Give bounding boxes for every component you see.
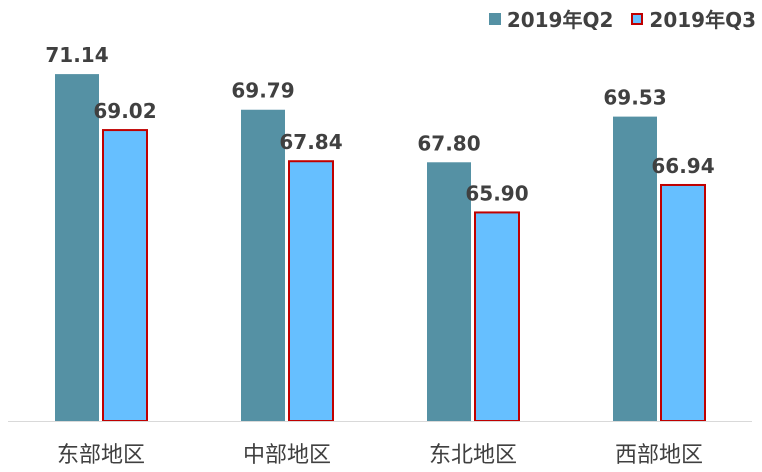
- bar-q2-0: [55, 74, 99, 421]
- x-tick-label-1: 中部地区: [243, 443, 331, 468]
- data-label-q3-3: 66.94: [651, 154, 714, 178]
- legend-swatch-q3: [631, 12, 644, 25]
- data-label-q3-0: 69.02: [93, 99, 156, 123]
- bar-q3-1: [288, 160, 334, 422]
- legend-swatch-q2: [488, 12, 501, 25]
- x-tick-label-3: 西部地区: [615, 443, 703, 468]
- data-label-q2-2: 67.80: [417, 131, 480, 155]
- data-label-q2-0: 71.14: [45, 43, 108, 67]
- x-tick-label-2: 东北地区: [429, 443, 517, 468]
- data-label-q3-2: 65.90: [465, 181, 528, 205]
- x-tick-label-0: 东部地区: [57, 443, 145, 468]
- legend-label-q2: 2019年Q2: [506, 8, 614, 32]
- data-label-q2-1: 69.79: [231, 79, 294, 103]
- bar-q3-2: [474, 211, 520, 422]
- data-label-q3-1: 67.84: [279, 130, 342, 154]
- legend-item-q3: 2019年Q3: [631, 4, 756, 33]
- bar-q3-0: [102, 129, 148, 423]
- legend-item-q2: 2019年Q2: [488, 4, 614, 33]
- bar-q3-3: [660, 183, 706, 422]
- bar-q2-2: [427, 162, 471, 421]
- bar-q2-3: [613, 116, 657, 421]
- legend: 2019年Q2 2019年Q3: [488, 4, 756, 33]
- legend-label-q3: 2019年Q3: [649, 8, 756, 32]
- data-label-q2-3: 69.53: [603, 86, 666, 110]
- bar-q2-1: [241, 109, 285, 421]
